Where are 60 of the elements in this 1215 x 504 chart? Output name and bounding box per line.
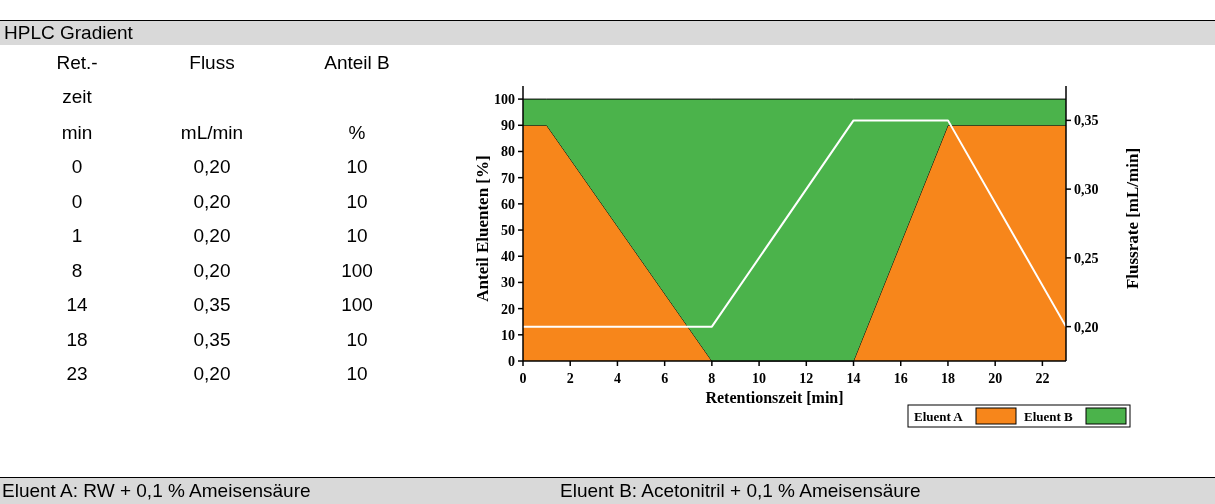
legend-label: Eluent A — [914, 409, 964, 424]
text: % — [347, 121, 367, 145]
text: 10 — [345, 189, 369, 214]
x-axis-title: Retentionszeit [min] — [705, 389, 844, 406]
x-tick-label: 2 — [566, 371, 574, 386]
y2-tick-label: 0,20 — [1074, 319, 1099, 335]
y-tick-label: 80 — [501, 144, 515, 160]
text: 100 — [340, 258, 374, 283]
x-tick-label: 10 — [752, 371, 767, 386]
text: HPLC Gradient — [4, 22, 133, 44]
y2-tick-label: 0,35 — [1074, 113, 1099, 129]
x-tick-label: 14 — [846, 371, 861, 386]
x-tick-label: 6 — [661, 371, 669, 386]
text: Fluss — [188, 51, 236, 75]
x-tick-label: 12 — [799, 371, 814, 386]
text: 0,20 — [192, 189, 232, 214]
text: min — [60, 121, 94, 145]
text: mL/min — [179, 121, 245, 145]
text: Anteil B — [323, 51, 391, 75]
text: 0,20 — [192, 362, 232, 386]
y-tick-label: 30 — [501, 275, 515, 291]
text: 18 — [65, 327, 89, 352]
y-tick-label: 60 — [501, 196, 515, 212]
text: 0,20 — [192, 155, 232, 179]
y-tick-label: 90 — [501, 118, 515, 134]
x-tick-label: 20 — [988, 371, 1003, 386]
y-tick-label: 20 — [501, 301, 515, 317]
y-tick-label: 70 — [501, 170, 515, 186]
y-tick-label: 40 — [501, 249, 515, 265]
text: 0 — [70, 155, 84, 179]
x-tick-label: 0 — [519, 371, 527, 386]
text: 0,35 — [192, 293, 232, 317]
text: 10 — [345, 155, 369, 179]
y2-tick-label: 0,30 — [1074, 182, 1099, 198]
text: 0,20 — [192, 258, 232, 283]
x-tick-label: 16 — [893, 371, 908, 386]
y2-axis-title: Flussrate [mL/min] — [1123, 147, 1142, 290]
text: Eluent A: RW + 0,1 % Ameisensäure — [2, 480, 311, 502]
x-tick-label: 22 — [1035, 371, 1050, 386]
legend-label: Eluent B — [1024, 409, 1074, 424]
text: 10 — [345, 224, 369, 248]
y-tick-label: 0 — [508, 354, 515, 369]
y-tick-label: 10 — [501, 327, 515, 343]
text: 100 — [340, 293, 374, 317]
y2-tick-label: 0,25 — [1074, 250, 1099, 266]
text: 1 — [70, 224, 84, 248]
x-tick-label: 8 — [708, 371, 716, 386]
text: Eluent B: Acetonitril + 0,1 % Ameisensäure — [560, 480, 921, 502]
text: 14 — [65, 293, 89, 317]
text: 0,35 — [192, 327, 232, 352]
y-tick-label: 50 — [501, 223, 515, 239]
y-axis-title: Anteil Eluenten [%] — [473, 155, 492, 302]
x-tick-label: 18 — [940, 371, 955, 386]
text: 0 — [70, 189, 84, 214]
text: 10 — [345, 327, 369, 352]
text: 23 — [65, 362, 89, 386]
y-tick-label: 100 — [494, 92, 515, 108]
text: 0,20 — [192, 224, 232, 248]
text: 8 — [70, 258, 84, 283]
x-tick-label: 4 — [613, 371, 621, 386]
